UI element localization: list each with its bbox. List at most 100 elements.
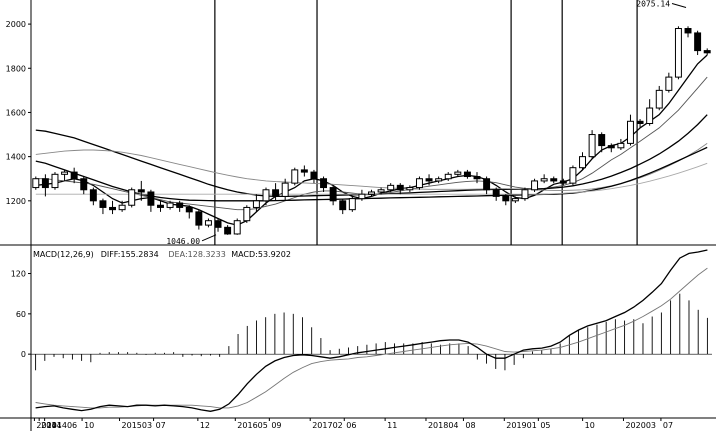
candle [540,174,548,184]
candle [300,165,308,177]
candle-body [569,167,577,184]
diff-line [35,249,708,412]
candle-body [396,184,404,191]
candle-body [550,178,558,182]
candle [550,176,558,184]
candle [569,165,577,186]
candle [377,187,385,195]
candle-body [483,178,491,191]
candle [128,187,136,208]
candle-body [626,120,634,144]
xtick-label: 201901 [506,421,537,430]
candle [32,176,40,190]
price-ytick-label: 2000 [6,20,26,29]
candle-body [99,200,107,208]
macd-ytick-label: 0 [21,350,26,359]
candle-body [674,28,682,78]
candle-body [511,198,519,202]
candle-body [89,189,97,202]
candle [646,99,654,126]
moving-average-line [35,143,708,191]
macd-legend-item: DIFF:155.2834 [101,250,159,259]
price-annotation: 2075.14 [636,0,670,8]
candle [166,200,174,210]
candle-body [473,176,481,180]
candle-body [51,173,59,189]
candle [195,209,203,230]
candle-body [588,134,596,158]
candle [406,185,414,192]
candle-body [703,50,711,54]
macd-panel: MACD(12,26,9) DIFF:155.2834 DEA:128.3233 MA… [0,249,716,419]
candle [320,176,328,192]
candle [272,183,280,201]
candle [492,187,500,201]
macd-legend-item: MACD(12,26,9) [33,250,94,259]
candle [626,114,634,146]
candle-body [665,76,673,91]
xtick-label: 08 [465,421,475,430]
candle [607,143,615,153]
candle-body [425,178,433,182]
candle-body [559,180,567,184]
xtick-label: 07 [663,421,673,430]
candle [185,205,193,219]
candle [511,196,519,204]
candle [204,218,212,228]
xtick-label: 201702 [312,421,343,430]
candle-body [358,193,366,200]
dea-line [35,267,708,409]
candle-body [147,191,155,206]
candle-body [521,189,529,200]
xtick-label: 2014 [41,421,61,430]
candle [483,176,491,195]
candle-body [310,171,318,180]
candle [137,180,145,201]
candle-body [224,226,232,235]
candle [521,187,529,201]
candle-body [32,178,40,189]
candle [281,178,289,201]
candle-body [502,195,510,202]
candle [665,72,673,93]
candle [579,152,586,170]
candle [368,189,375,197]
candle-body [176,202,184,208]
price-ytick-label: 1400 [6,153,26,162]
candle [415,176,423,190]
candle [387,183,395,192]
candle-body [684,28,692,34]
candle-body [636,120,644,124]
candle-body [339,200,347,211]
candle-body [233,220,241,235]
macd-ytick-label: 60 [16,310,26,319]
candle-body [118,204,126,211]
xtick-label: 09 [271,421,281,430]
price-ytick-label: 1600 [6,108,26,117]
xtick-label: 201804 [428,421,459,430]
candle-body [185,206,193,213]
candle [703,48,711,56]
candle [109,200,117,215]
candle-body [166,202,174,208]
candle [61,169,69,181]
price-ytick-label: 1800 [6,64,26,73]
xtick-label: 05 [540,421,550,430]
candle [291,167,299,186]
candle [147,189,155,212]
candle [463,169,471,179]
candle-body [387,184,395,191]
xtick-label: 07 [156,421,166,430]
candle [118,200,126,212]
candle [70,167,78,184]
annotation-leader [201,234,217,242]
candle [89,187,97,206]
candle-body [320,178,328,189]
candle-body [492,189,500,197]
candle-body [540,178,548,182]
candle-body [579,156,586,169]
candle-body [444,173,452,180]
candle [348,196,356,212]
